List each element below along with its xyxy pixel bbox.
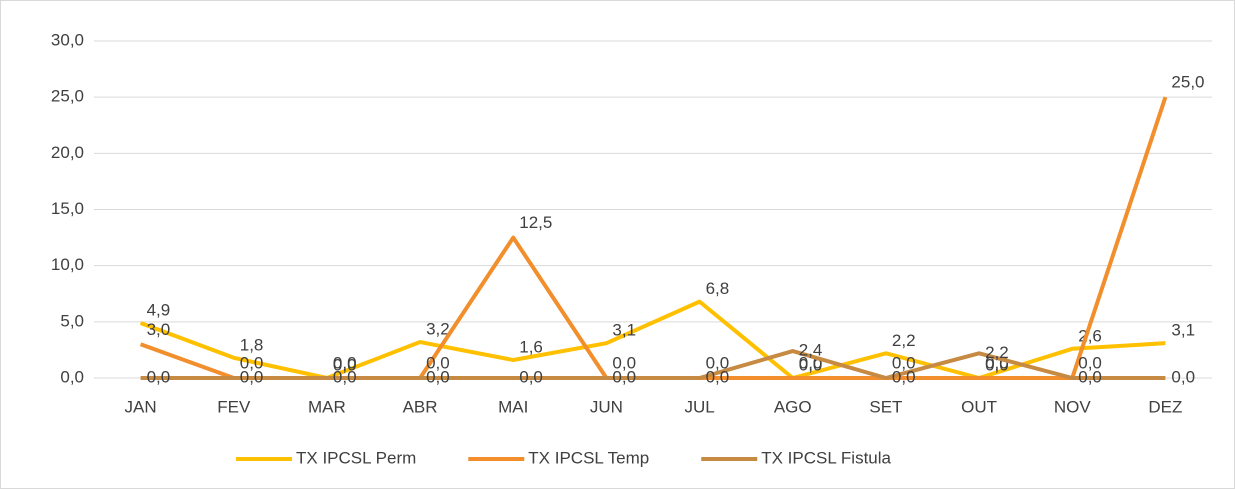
y-tick-label: 30,0 [51, 30, 84, 49]
data-label: 6,8 [706, 279, 730, 298]
x-tick-label: OUT [961, 397, 997, 416]
data-label: 0,0 [333, 367, 357, 386]
x-tick-label: JUN [590, 397, 623, 416]
x-tick-label: FEV [217, 397, 251, 416]
y-tick-label: 0,0 [60, 367, 84, 386]
data-label: 0,0 [333, 355, 357, 374]
x-tick-label: DEZ [1148, 397, 1182, 416]
data-label: 0,0 [706, 353, 730, 372]
data-label: 4,9 [147, 300, 171, 319]
y-tick-label: 10,0 [51, 255, 84, 274]
x-tick-label: MAI [498, 397, 528, 416]
line-series [140, 349, 1166, 380]
data-label: 0,0 [1078, 367, 1102, 386]
data-label: 0,0 [799, 355, 823, 374]
data-label: 12,5 [519, 213, 552, 232]
data-label: 3,2 [426, 320, 450, 339]
data-label: 0,0 [519, 367, 543, 386]
legend-label: TX IPCSL Perm [296, 448, 416, 467]
data-label: 3,1 [612, 321, 636, 340]
data-label: 25,0 [1171, 73, 1204, 92]
x-tick-label: JAN [125, 397, 157, 416]
data-label: 0,0 [426, 353, 450, 372]
data-label: 2,2 [892, 331, 916, 350]
data-label: 0,0 [240, 367, 264, 386]
y-tick-label: 15,0 [51, 199, 84, 218]
x-tick-label: AGO [774, 397, 812, 416]
data-label: 1,8 [240, 335, 264, 354]
data-label: 0,0 [612, 353, 636, 372]
y-tick-label: 25,0 [51, 87, 84, 106]
x-tick-label: JUL [684, 397, 714, 416]
line-series [139, 299, 1166, 380]
legend-label: TX IPCSL Temp [528, 448, 649, 467]
data-label: 0,0 [612, 367, 636, 386]
x-tick-label: ABR [403, 397, 438, 416]
y-tick-label: 20,0 [51, 143, 84, 162]
x-tick-label: NOV [1054, 397, 1092, 416]
data-label: 3,0 [147, 320, 171, 339]
data-label: 0,0 [147, 367, 171, 386]
x-tick-label: SET [869, 397, 902, 416]
data-label: 0,0 [1171, 367, 1195, 386]
data-label: 0,0 [333, 353, 357, 372]
data-label: 0,0 [426, 367, 450, 386]
data-label: 3,1 [1171, 321, 1195, 340]
data-label: 0,0 [706, 367, 730, 386]
legend-label: TX IPCSL Fistula [761, 448, 891, 467]
data-label: 1,6 [519, 338, 543, 357]
x-tick-label: MAR [308, 397, 346, 416]
data-label: 0,0 [892, 353, 916, 372]
y-tick-label: 5,0 [60, 311, 84, 330]
data-label: 0,0 [1078, 353, 1102, 372]
data-label: 0,0 [892, 367, 916, 386]
data-label: 2,2 [985, 343, 1009, 362]
data-label: 0,0 [240, 353, 264, 372]
data-label: 2,4 [799, 341, 823, 360]
